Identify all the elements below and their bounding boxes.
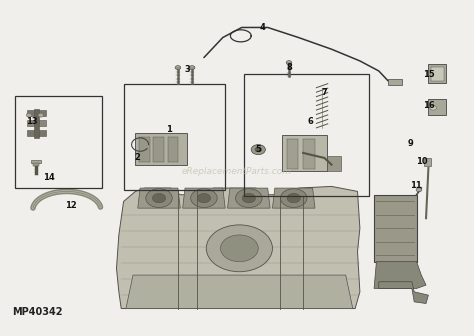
- Text: 15: 15: [422, 71, 434, 80]
- Text: 4: 4: [260, 23, 266, 32]
- Circle shape: [287, 194, 301, 203]
- Bar: [424, 158, 431, 166]
- Text: 3: 3: [184, 65, 190, 74]
- Circle shape: [191, 189, 217, 208]
- Bar: [428, 99, 447, 115]
- Circle shape: [26, 113, 32, 117]
- Bar: [139, 137, 150, 162]
- Circle shape: [189, 66, 195, 70]
- Circle shape: [206, 225, 273, 272]
- Bar: [27, 120, 46, 126]
- Text: 1: 1: [165, 125, 172, 134]
- Circle shape: [281, 189, 307, 208]
- Circle shape: [286, 60, 292, 65]
- Bar: [167, 137, 178, 162]
- Text: 13: 13: [26, 117, 37, 126]
- Bar: [388, 79, 402, 85]
- Bar: [27, 110, 46, 116]
- Bar: [27, 130, 46, 136]
- Polygon shape: [182, 188, 225, 208]
- Bar: [287, 138, 299, 169]
- Text: 8: 8: [286, 63, 292, 72]
- Bar: [431, 67, 444, 81]
- Bar: [282, 134, 327, 171]
- Bar: [303, 138, 315, 169]
- Text: 6: 6: [307, 117, 313, 126]
- Bar: [34, 110, 39, 138]
- Polygon shape: [228, 188, 270, 208]
- Bar: [33, 163, 39, 166]
- Circle shape: [251, 144, 265, 155]
- Circle shape: [146, 189, 172, 208]
- Polygon shape: [379, 282, 428, 303]
- Polygon shape: [138, 188, 180, 208]
- Circle shape: [38, 113, 44, 117]
- Bar: [428, 64, 447, 83]
- Circle shape: [220, 235, 258, 262]
- Polygon shape: [273, 188, 315, 208]
- Text: 14: 14: [44, 173, 55, 182]
- Circle shape: [197, 194, 210, 203]
- Text: 2: 2: [135, 154, 141, 163]
- Circle shape: [236, 189, 262, 208]
- Text: 5: 5: [255, 145, 261, 154]
- Circle shape: [153, 194, 165, 203]
- Bar: [124, 84, 225, 190]
- Circle shape: [255, 147, 262, 152]
- Circle shape: [416, 188, 422, 192]
- Text: MP40342: MP40342: [12, 307, 63, 317]
- Circle shape: [242, 194, 255, 203]
- Bar: [327, 156, 341, 171]
- Polygon shape: [374, 262, 426, 289]
- Bar: [136, 133, 187, 165]
- Text: 9: 9: [408, 139, 414, 149]
- Bar: [244, 74, 369, 197]
- Text: eReplacementParts.com: eReplacementParts.com: [182, 167, 292, 176]
- Bar: [31, 160, 41, 163]
- Text: 7: 7: [321, 88, 328, 97]
- Text: 16: 16: [422, 101, 434, 110]
- Text: 10: 10: [417, 157, 428, 166]
- Circle shape: [430, 106, 437, 110]
- Text: 12: 12: [65, 201, 76, 210]
- Polygon shape: [117, 186, 360, 308]
- Bar: [374, 195, 417, 262]
- Circle shape: [175, 66, 181, 70]
- Bar: [154, 137, 164, 162]
- Text: 11: 11: [410, 181, 421, 190]
- Bar: [15, 96, 102, 188]
- Polygon shape: [126, 275, 353, 308]
